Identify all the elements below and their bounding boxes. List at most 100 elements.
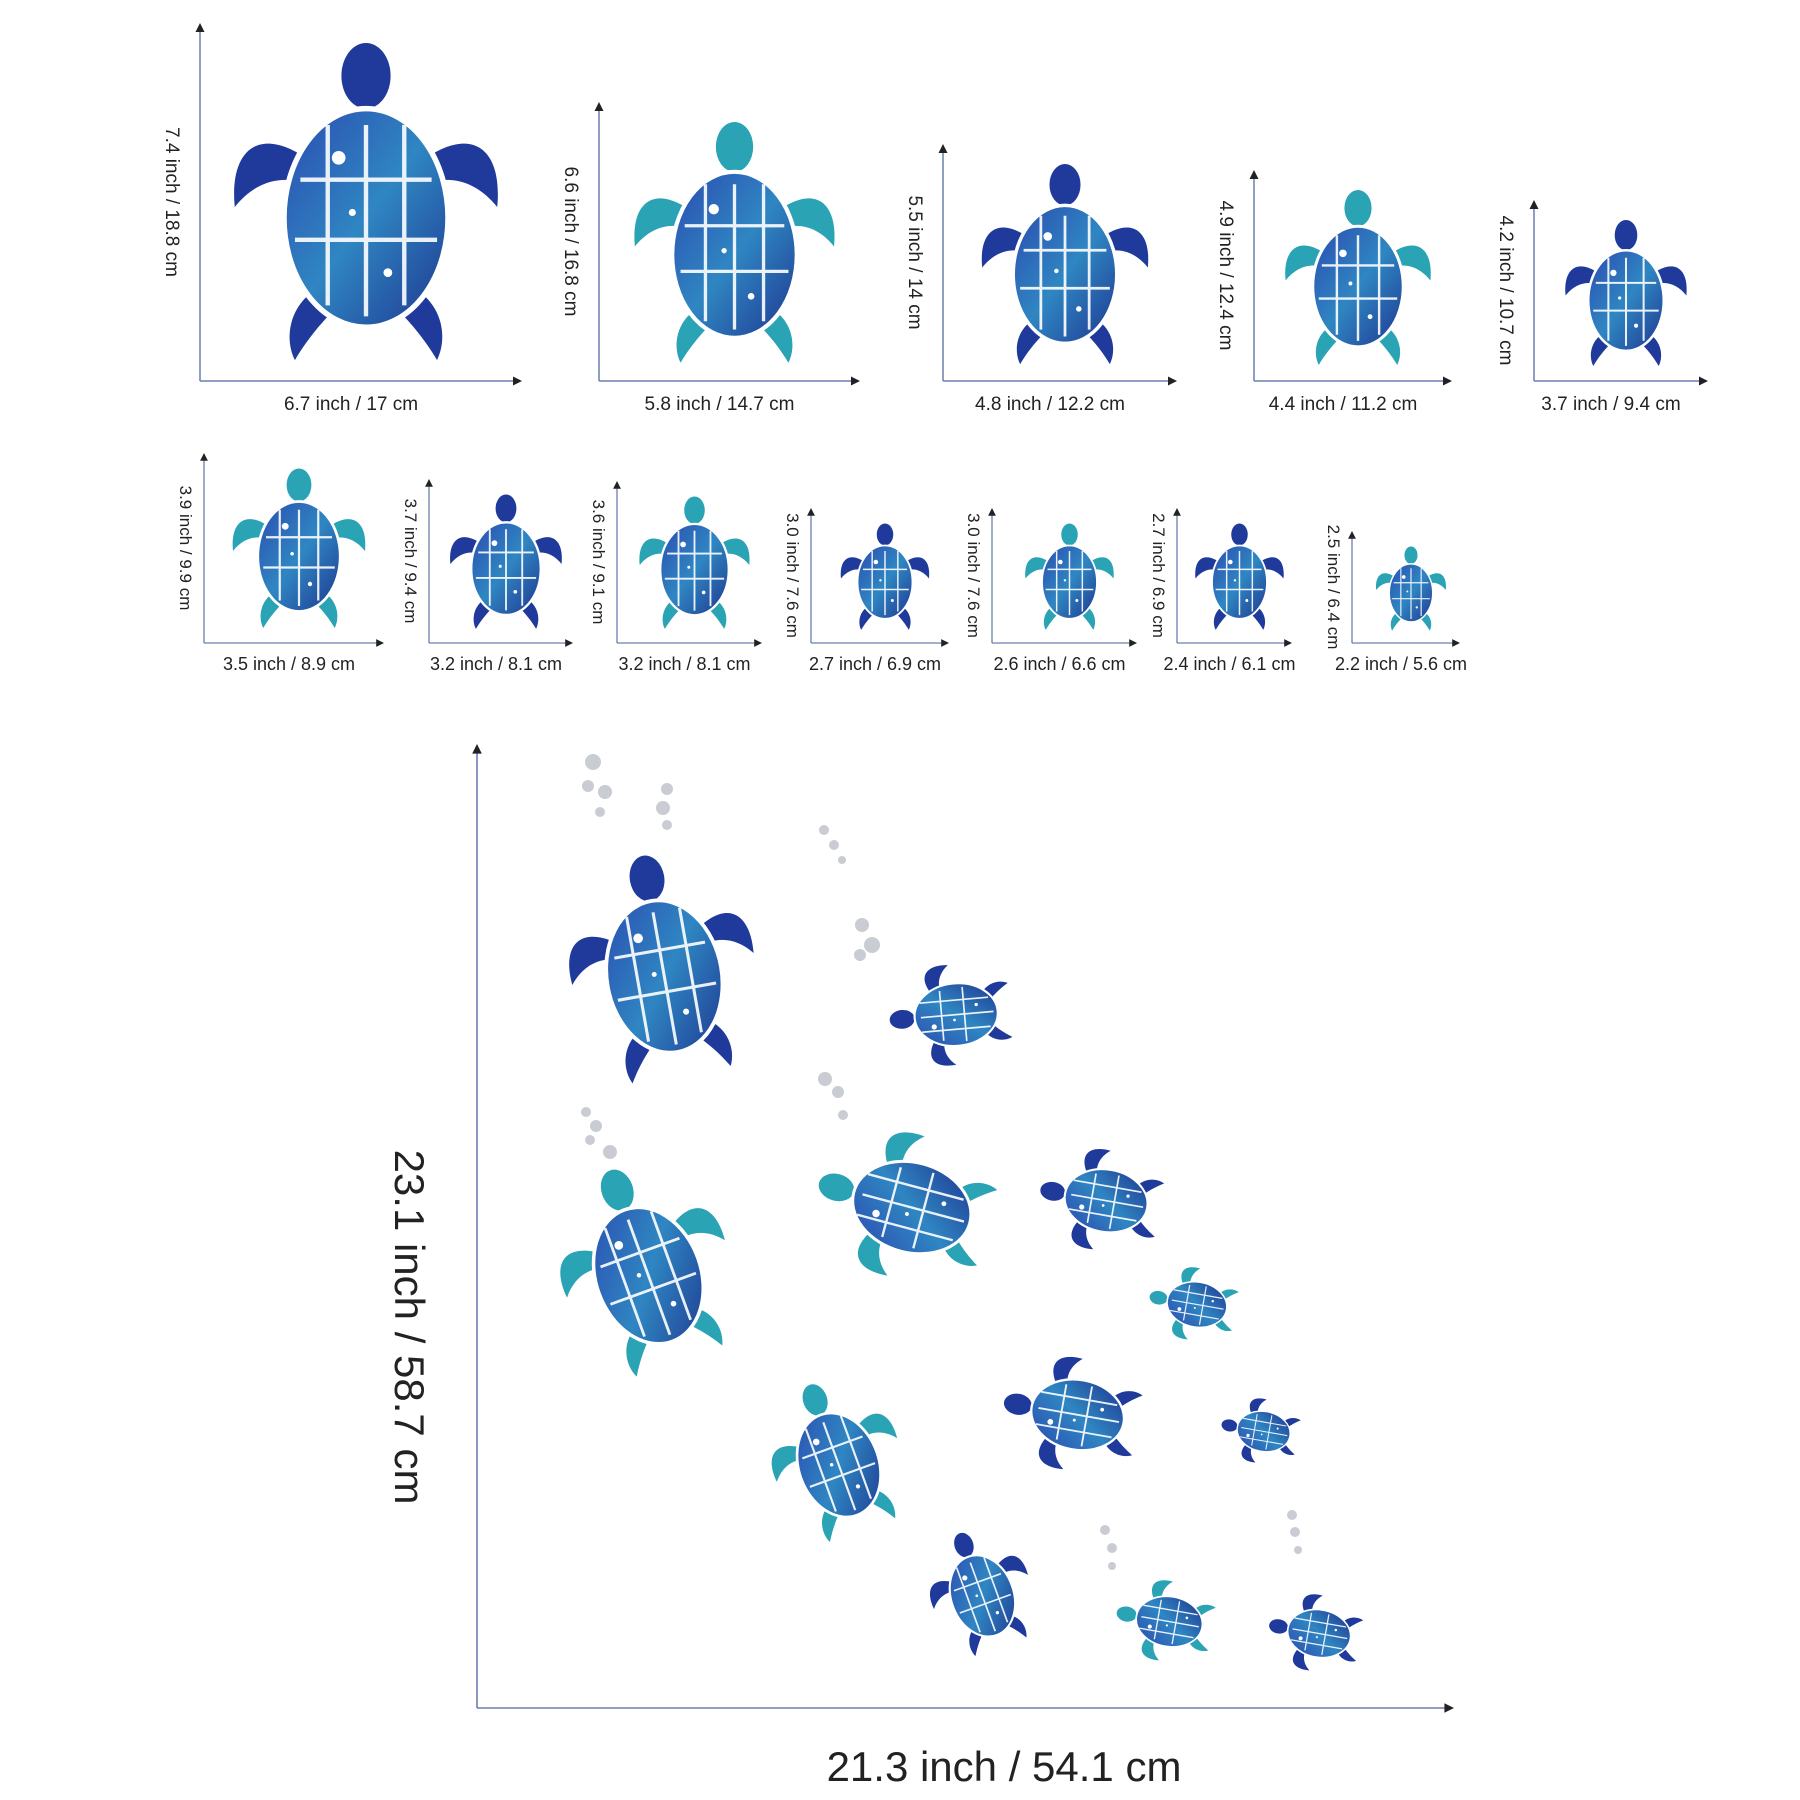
- arrow-up-icon: [1529, 200, 1539, 209]
- bubble: [1287, 1510, 1297, 1520]
- turtle-decal: [448, 493, 564, 631]
- width-label: 3.2 inch / 8.1 cm: [430, 654, 562, 674]
- height-label: 7.4 inch / 18.8 cm: [161, 127, 182, 277]
- bubble: [838, 1110, 848, 1120]
- arrow-up-icon: [807, 508, 815, 516]
- arrow-right-icon: [565, 639, 573, 647]
- arrow-right-icon: [754, 639, 762, 647]
- bubble: [1108, 1562, 1116, 1570]
- turtle-decals: [231, 43, 1688, 1680]
- arrow-up-icon: [594, 102, 604, 111]
- turtle-decal: [1194, 522, 1285, 631]
- bubble: [598, 785, 612, 799]
- arrow-up-icon: [195, 23, 205, 32]
- height-label: 2.5 inch / 6.4 cm: [1324, 525, 1343, 650]
- width-label: 3.5 inch / 8.9 cm: [223, 654, 355, 674]
- turtle-decal: [1215, 1391, 1305, 1470]
- overall-height-label: 23.1 inch / 58.7 cm: [386, 1150, 433, 1505]
- arrow-right-icon: [1444, 1703, 1454, 1713]
- turtle-decal: [1142, 1259, 1243, 1348]
- height-label: 3.0 inch / 7.6 cm: [783, 513, 802, 638]
- arrow-up-icon: [1249, 170, 1259, 179]
- turtle-decal: [550, 837, 775, 1093]
- height-label: 4.2 inch / 10.7 cm: [1495, 216, 1516, 366]
- turtle-decal: [528, 1139, 761, 1392]
- bubble: [855, 918, 869, 932]
- bubble: [864, 937, 880, 953]
- width-label: 2.2 inch / 5.6 cm: [1335, 654, 1467, 674]
- bubble: [838, 856, 846, 864]
- arrow-up-icon: [1348, 531, 1356, 539]
- bubble: [585, 1135, 595, 1145]
- bubble: [818, 1072, 832, 1086]
- arrow-right-icon: [513, 376, 522, 386]
- arrow-up-icon: [988, 508, 996, 516]
- height-label: 4.9 inch / 12.4 cm: [1215, 201, 1236, 351]
- bubble: [581, 1107, 591, 1117]
- width-label: 4.8 inch / 12.2 cm: [975, 394, 1125, 415]
- turtle-decal: [1375, 545, 1447, 632]
- width-label: 2.4 inch / 6.1 cm: [1163, 654, 1295, 674]
- turtle-decal: [1564, 218, 1688, 368]
- bubble: [585, 754, 601, 770]
- turtle-decal: [1108, 1571, 1220, 1670]
- turtle-decal: [1030, 1138, 1170, 1261]
- turtle-decal: [747, 1361, 925, 1554]
- arrow-right-icon: [1443, 376, 1452, 386]
- bubble: [832, 1086, 844, 1098]
- bubble: [1100, 1525, 1110, 1535]
- bubble: [1107, 1543, 1117, 1553]
- turtle-decal: [1261, 1586, 1368, 1680]
- arrow-right-icon: [941, 639, 949, 647]
- height-label: 3.7 inch / 9.4 cm: [401, 499, 420, 624]
- turtle-decal: [993, 1345, 1149, 1482]
- bubble: [661, 783, 673, 795]
- turtle-decal: [911, 1515, 1050, 1666]
- turtle-decal: [234, 43, 498, 360]
- bubble: [1294, 1546, 1302, 1554]
- turtle-decal: [1024, 522, 1115, 631]
- arrow-up-icon: [425, 479, 433, 487]
- height-label: 2.7 inch / 6.9 cm: [1149, 513, 1168, 638]
- dimension-axes: [195, 23, 1708, 1713]
- bubble: [662, 820, 672, 830]
- dimension-labels: 7.4 inch / 18.8 cm 6.7 inch / 17 cm 6.6 in…: [161, 127, 1681, 1790]
- turtle-decal: [884, 958, 1016, 1072]
- arrow-right-icon: [376, 639, 384, 647]
- height-label: 6.6 inch / 16.8 cm: [560, 167, 581, 317]
- arrow-up-icon: [938, 144, 948, 153]
- turtle-decal: [839, 522, 931, 631]
- arrow-up-icon: [472, 744, 482, 754]
- arrow-right-icon: [1284, 639, 1292, 647]
- turtle-decal: [231, 467, 367, 630]
- arrow-up-icon: [613, 481, 621, 489]
- arrow-up-icon: [1173, 508, 1181, 516]
- bubble: [590, 1120, 602, 1132]
- bubble: [819, 825, 829, 835]
- height-label: 3.0 inch / 7.6 cm: [964, 513, 983, 638]
- bubble: [582, 780, 594, 792]
- turtle-decal: [638, 495, 751, 631]
- turtle-decal: [1283, 188, 1433, 367]
- arrow-right-icon: [1168, 376, 1177, 386]
- height-label: 3.9 inch / 9.9 cm: [176, 486, 195, 611]
- bubble: [603, 1145, 617, 1159]
- arrow-right-icon: [1129, 639, 1137, 647]
- width-label: 3.2 inch / 8.1 cm: [618, 654, 750, 674]
- width-label: 5.8 inch / 14.7 cm: [645, 394, 795, 415]
- width-label: 2.7 inch / 6.9 cm: [809, 654, 941, 674]
- bubble: [595, 807, 605, 817]
- bubble: [656, 801, 670, 815]
- arrow-up-icon: [200, 453, 208, 461]
- height-label: 3.6 inch / 9.1 cm: [589, 500, 608, 625]
- width-label: 6.7 inch / 17 cm: [284, 394, 418, 415]
- width-label: 4.4 inch / 11.2 cm: [1269, 394, 1418, 415]
- arrow-right-icon: [851, 376, 860, 386]
- arrow-right-icon: [1452, 639, 1460, 647]
- turtle-decal: [634, 122, 834, 363]
- width-label: 3.7 inch / 9.4 cm: [1541, 394, 1680, 415]
- turtle-decal: [798, 1111, 1008, 1300]
- height-label: 5.5 inch / 14 cm: [904, 195, 925, 329]
